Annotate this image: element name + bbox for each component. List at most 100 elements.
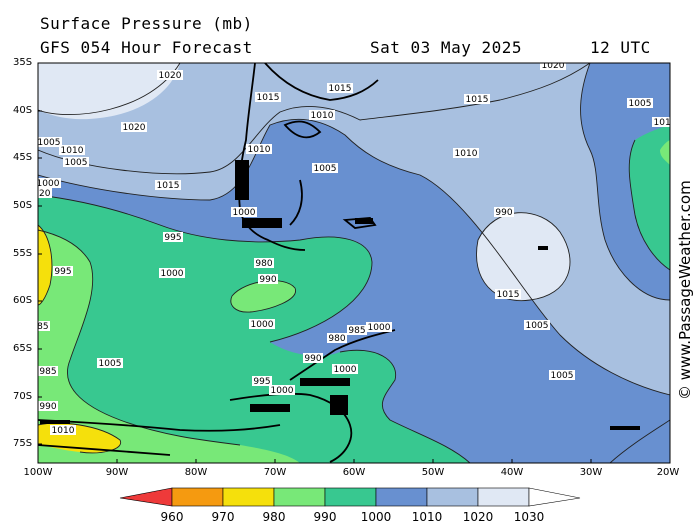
isobar-label-bg [59, 145, 85, 155]
colorbar-label: 980 [262, 510, 286, 524]
isobar-label: 1010 [52, 426, 75, 436]
colorbar-label: 1000 [360, 510, 392, 524]
lon-label: 30W [579, 467, 603, 478]
isobar-label-bg [495, 289, 521, 299]
isobar-label: 1000 [334, 365, 357, 375]
isobar-label: 990 [39, 402, 56, 412]
subtitle: GFS 054 Hour Forecast [40, 38, 253, 57]
lon-label: 90W [105, 467, 129, 478]
isobar-lines [38, 63, 670, 463]
isobar-label: 980 [328, 334, 345, 344]
lat-label: 60S [13, 295, 33, 306]
isobar-label-bg [38, 178, 61, 188]
isobar-label-bg [231, 207, 257, 217]
lat-label: 40S [13, 105, 33, 116]
isobar-label: 1015 [497, 290, 520, 300]
lon-label: 100W [23, 467, 53, 478]
isobar-label-bg [540, 63, 566, 70]
isobar-label: 1005 [314, 164, 337, 174]
isobar-label-bg [63, 157, 89, 167]
isobar-label: 1015 [329, 84, 352, 94]
colorbar-label: 960 [160, 510, 184, 524]
isobar-label: 995 [54, 267, 71, 277]
lat-label: 45S [13, 152, 33, 163]
colorbar [119, 487, 581, 507]
colorbar-label: 1020 [462, 510, 494, 524]
lat-label: 75S [13, 438, 33, 449]
isobar-label-bg [121, 122, 147, 132]
colorbar-label: 970 [211, 510, 235, 524]
forecast-time: 12 UTC [590, 38, 651, 57]
isobar-label: 1000 [37, 179, 60, 189]
isobar-label: 1005 [65, 158, 88, 168]
isobar-label-bg [38, 401, 58, 411]
copyright-text: © www.PassageWeather.com [676, 180, 694, 400]
isobar-label-bg [332, 364, 358, 374]
isobar-label-bg [252, 376, 272, 386]
isobar-label-bg [464, 94, 490, 104]
colorbar-label: 990 [313, 510, 337, 524]
isobar-label: 1000 [251, 320, 274, 330]
isobar-label-bg [312, 163, 338, 173]
isobar-label: 990 [304, 354, 321, 364]
isobar-label-bg [524, 320, 550, 330]
isobar-label-bg [347, 325, 367, 335]
colorbar-label: 1010 [411, 510, 443, 524]
lat-label: 35S [13, 57, 33, 68]
lat-label: 50S [13, 200, 33, 211]
isobar-label: 1010 [248, 145, 271, 155]
isobar-label: 1015 [257, 93, 280, 103]
isobar-label-bg [453, 148, 479, 158]
isobar-label-bg [38, 321, 50, 331]
islands [40, 160, 640, 430]
lat-label: 65S [13, 343, 33, 354]
isobar-label: 995 [253, 377, 270, 387]
lon-label: 20W [656, 467, 680, 478]
isobar-label: 1005 [38, 138, 61, 148]
isobar-label-bg [159, 268, 185, 278]
isobar-label-bg [38, 366, 58, 376]
isobar-label-bg [327, 83, 353, 93]
isobar-label-bg [97, 358, 123, 368]
grid-ticks [38, 110, 592, 463]
lon-label: 70W [263, 467, 287, 478]
title: Surface Pressure (mb) [40, 14, 253, 33]
isobar-label: 1020 [28, 189, 51, 199]
isobar-label-bg [366, 322, 392, 332]
isobar-label: 980 [255, 259, 272, 269]
isobar-label-bg [254, 258, 274, 268]
isobar-label: 1005 [551, 371, 574, 381]
isobar-label: 985 [348, 326, 365, 336]
isobar-labels: 1020 1015 1015 1020 1010 1015 1005 1020 1005 1010… [28, 61, 677, 436]
lon-label: 80W [184, 467, 208, 478]
lat-label: 70S [13, 391, 33, 402]
isobar-label-bg [494, 207, 514, 217]
isobar-label: 1000 [368, 323, 391, 333]
isobar-label-bg [38, 188, 52, 198]
lon-label: 40W [500, 467, 524, 478]
isobar-label: 1010 [455, 149, 478, 159]
isobar-label: 1000 [271, 386, 294, 396]
isobar-label: 1020 [159, 71, 182, 81]
isobar-label-bg [249, 319, 275, 329]
isobar-label: 1020 [542, 61, 565, 71]
isobar-label-bg [303, 353, 323, 363]
isobar-label: 995 [164, 233, 181, 243]
isobar-label-bg [327, 333, 347, 343]
isobar-label-bg [652, 117, 670, 127]
isobar-label-bg [549, 370, 575, 380]
isobar-label: 1010 [654, 118, 677, 128]
isobar-label: 990 [495, 208, 512, 218]
lon-label: 60W [342, 467, 366, 478]
isobar-label: 1005 [99, 359, 122, 369]
isobar-label-bg [53, 266, 73, 276]
isobar-label-bg [157, 70, 183, 80]
map-field: 1020 1015 1015 1020 1010 1015 1005 1020 1005 1010… [28, 61, 677, 463]
isobar-label: 1015 [466, 95, 489, 105]
isobar-label-bg [627, 98, 653, 108]
isobar-label: 985 [39, 367, 56, 377]
isobar-label: 985 [31, 322, 48, 332]
isobar-label-bg [309, 110, 335, 120]
land-outlines [38, 63, 396, 463]
isobar-label: 1000 [233, 208, 256, 218]
